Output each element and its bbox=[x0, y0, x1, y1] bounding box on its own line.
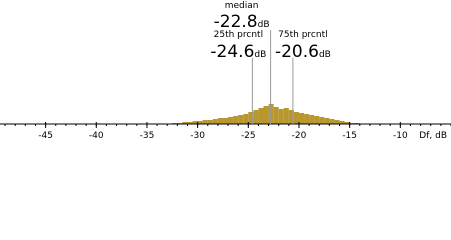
bar bbox=[197, 121, 203, 124]
bar bbox=[304, 114, 310, 124]
bar bbox=[324, 118, 330, 124]
marker-unit: dB bbox=[319, 50, 331, 60]
bar bbox=[293, 112, 299, 124]
bar bbox=[319, 117, 325, 124]
bar bbox=[339, 121, 345, 124]
bar bbox=[243, 114, 249, 124]
x-tick-label: -35 bbox=[140, 131, 155, 141]
marker-number: -20.6 bbox=[275, 42, 319, 62]
bar bbox=[309, 115, 315, 124]
bar bbox=[192, 121, 198, 124]
marker-label: 75th prcntl bbox=[278, 30, 327, 40]
x-tick-label: -40 bbox=[89, 131, 104, 141]
chart: -45 -40 -35 -30 -25 -20 -15 -10 Df, dB 25th prcnt… bbox=[0, 1, 451, 141]
x-tick-label: -15 bbox=[342, 131, 357, 141]
bar bbox=[258, 108, 264, 124]
bar bbox=[314, 116, 320, 124]
bar bbox=[278, 109, 284, 124]
bar bbox=[248, 112, 254, 124]
marker-unit: dB bbox=[254, 50, 266, 60]
x-tick-label: -10 bbox=[393, 131, 408, 141]
marker-value: -20.6dB bbox=[275, 42, 331, 62]
marker-label: median bbox=[225, 1, 259, 11]
bar bbox=[238, 115, 244, 124]
bar bbox=[217, 118, 223, 124]
bar bbox=[329, 119, 335, 124]
marker-label: 25th prcntl bbox=[214, 30, 263, 40]
bar bbox=[298, 113, 305, 124]
bar bbox=[288, 110, 294, 124]
x-tick-label: -25 bbox=[241, 131, 256, 141]
bar bbox=[344, 122, 350, 124]
bar bbox=[334, 120, 340, 124]
x-tick-label: -20 bbox=[292, 131, 307, 141]
x-tick-label: -45 bbox=[38, 131, 53, 141]
bar bbox=[283, 108, 289, 124]
bar bbox=[202, 120, 208, 124]
x-tick-label: -30 bbox=[190, 131, 205, 141]
bar bbox=[268, 104, 274, 124]
bar bbox=[187, 122, 193, 124]
x-axis-label: Df, dB bbox=[419, 131, 447, 141]
bar bbox=[212, 119, 218, 124]
marker-number: -22.8 bbox=[214, 12, 258, 32]
bar bbox=[222, 118, 229, 124]
bar bbox=[207, 120, 213, 124]
bar bbox=[182, 122, 188, 124]
bar bbox=[228, 117, 234, 124]
bar bbox=[263, 106, 269, 124]
bar bbox=[233, 116, 239, 124]
bar bbox=[273, 107, 279, 124]
marker-value: -24.6dB bbox=[210, 42, 266, 62]
marker-number: -24.6 bbox=[210, 42, 254, 62]
marker-unit: dB bbox=[258, 20, 270, 30]
bar bbox=[253, 110, 259, 124]
marker-value: -22.8dB bbox=[214, 12, 270, 32]
